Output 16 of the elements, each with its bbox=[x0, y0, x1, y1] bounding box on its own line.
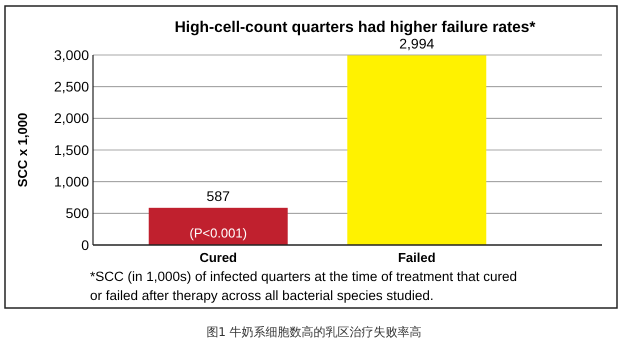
text: *SCC (in 1,000s) of infected quarters at the time of treatment that cured or failed after therapy across all bacterial species studied. bbox=[90, 269, 517, 303]
chart-title: High-cell-count quarters had higher failure rates* bbox=[174, 19, 536, 36]
y-tick-label: 1,500 bbox=[54, 142, 90, 158]
y-tick-label: 2,000 bbox=[54, 110, 90, 126]
y-axis-title: SCC x 1,000 bbox=[15, 112, 30, 188]
data-label: 2,994 bbox=[399, 35, 434, 52]
caption: 图1 牛奶系细胞数高的乳区治疗失败率高 bbox=[206, 325, 422, 339]
annotation: (P<0.001) bbox=[190, 226, 247, 241]
data-label: 587 bbox=[206, 188, 230, 204]
y-tick-label: 0 bbox=[81, 236, 90, 253]
y-tick-label: 2,500 bbox=[54, 78, 90, 95]
y-tick-label: 1,000 bbox=[54, 174, 90, 190]
x-tick-label: Failed bbox=[398, 250, 436, 265]
y-tick-label: 3,000 bbox=[54, 46, 90, 63]
y-tick-label: 500 bbox=[66, 205, 90, 222]
x-tick-label: Cured bbox=[199, 250, 238, 265]
